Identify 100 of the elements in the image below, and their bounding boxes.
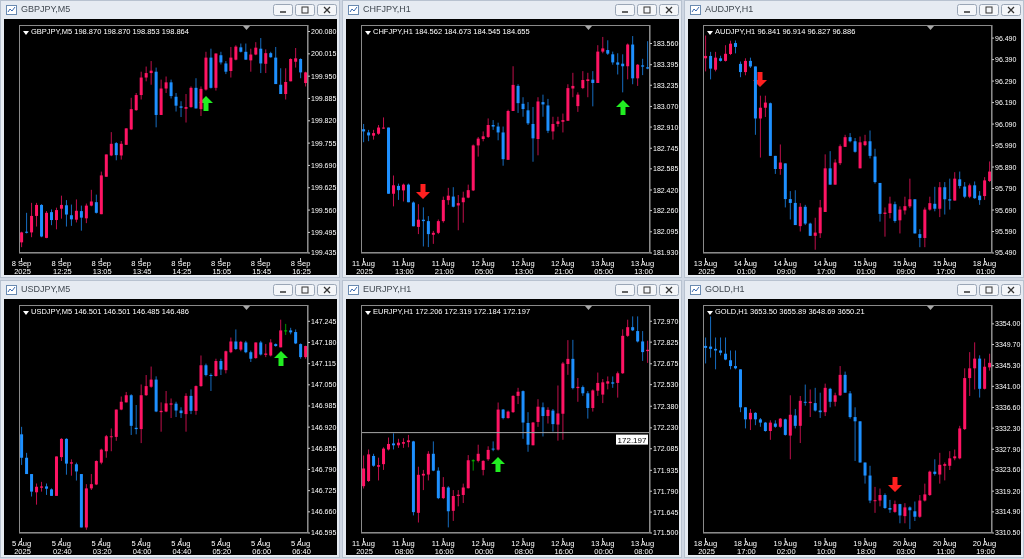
- candlestick: [586, 390, 590, 420]
- candlestick: [704, 337, 708, 364]
- candlestick: [813, 387, 817, 413]
- candlestick: [833, 158, 837, 186]
- candlestick: [486, 117, 490, 139]
- candlestick: [59, 437, 63, 462]
- candlestick: [382, 116, 386, 130]
- candlestick: [284, 67, 288, 101]
- candlestick: [576, 91, 580, 113]
- candlestick: [803, 204, 807, 226]
- candlestick: [174, 401, 178, 418]
- candlestick: [626, 43, 630, 80]
- candlestick: [377, 457, 381, 481]
- candlestick: [743, 406, 747, 429]
- candlestick: [129, 97, 133, 131]
- candlestick: [988, 160, 992, 183]
- ref-line-label: 172.197: [617, 435, 648, 445]
- candlestick: [391, 175, 395, 207]
- chart-title: USDJPY,M5: [21, 284, 71, 294]
- candlestick: [616, 371, 620, 399]
- candlestick: [516, 83, 520, 114]
- candlestick: [149, 366, 153, 389]
- candlestick: [983, 358, 987, 390]
- candlestick: [234, 328, 238, 351]
- candlestick: [793, 189, 797, 226]
- candlestick: [928, 470, 932, 497]
- candlestick: [431, 440, 435, 472]
- candlestick: [109, 427, 113, 452]
- candlestick: [299, 57, 303, 79]
- candlestick: [59, 195, 63, 220]
- candlestick: [714, 51, 718, 72]
- candlestick: [426, 215, 430, 248]
- candlestick: [591, 70, 595, 107]
- candlestick: [64, 199, 68, 228]
- candlestick: [536, 398, 540, 428]
- candlestick: [441, 196, 445, 224]
- candlestick: [411, 200, 415, 227]
- candlestick: [35, 202, 39, 228]
- candlestick: [798, 202, 802, 233]
- candlestick: [30, 202, 34, 238]
- candlestick: [848, 390, 852, 420]
- candlestick: [189, 85, 193, 109]
- candlestick: [451, 489, 455, 522]
- candlestick: [531, 106, 535, 163]
- chart-title: GBPJPY,M5: [21, 4, 71, 14]
- candlestick: [566, 339, 570, 376]
- candlestick: [913, 501, 917, 522]
- candlestick: [441, 476, 445, 500]
- candlestick: [709, 51, 713, 80]
- candlestick: [561, 113, 565, 133]
- candlestick: [199, 85, 203, 117]
- candlestick: [144, 374, 148, 397]
- candlestick: [94, 194, 98, 215]
- candlestick: [184, 93, 188, 124]
- candlestick: [918, 228, 922, 248]
- candlestick: [209, 372, 213, 392]
- candlestick: [803, 384, 807, 407]
- candlestick: [893, 201, 897, 224]
- candlestick: [868, 130, 872, 159]
- candlestick: [838, 143, 842, 166]
- chart-title: GOLD,H1: [705, 284, 745, 294]
- candlestick: [229, 46, 233, 79]
- candlestick: [863, 134, 867, 147]
- candlestick: [194, 77, 198, 109]
- candlestick: [729, 349, 733, 370]
- candlestick: [169, 79, 173, 99]
- candlestick: [491, 119, 495, 131]
- candlestick: [616, 52, 620, 75]
- candlestick: [793, 408, 797, 429]
- candlestick: [888, 196, 892, 219]
- candlestick: [878, 488, 882, 507]
- candlestick: [294, 47, 298, 69]
- candlestick: [421, 469, 425, 491]
- candlestick: [74, 198, 78, 223]
- candlestick: [259, 37, 263, 74]
- candlestick: [416, 203, 420, 235]
- candlestick: [109, 131, 113, 157]
- candlestick: [279, 67, 283, 95]
- candlestick: [788, 190, 792, 220]
- candlestick: [184, 392, 188, 433]
- candlestick: [94, 459, 98, 486]
- candlestick: [601, 378, 605, 404]
- candlestick: [903, 196, 907, 216]
- candlestick: [898, 205, 902, 234]
- candlestick: [521, 96, 525, 118]
- candlestick: [873, 486, 877, 514]
- candlestick: [551, 408, 555, 433]
- candlestick: [169, 397, 173, 419]
- chart-title: AUDJPY,H1: [705, 4, 754, 14]
- candlestick: [516, 387, 520, 405]
- candlestick: [641, 330, 645, 362]
- candlestick: [943, 181, 947, 216]
- candlestick: [199, 354, 203, 388]
- candlestick: [948, 450, 952, 471]
- candlestick: [938, 181, 942, 218]
- candlestick: [918, 494, 922, 519]
- candlestick: [279, 319, 283, 348]
- candlestick: [596, 372, 600, 397]
- candlestick: [546, 406, 550, 425]
- candlestick: [174, 92, 178, 113]
